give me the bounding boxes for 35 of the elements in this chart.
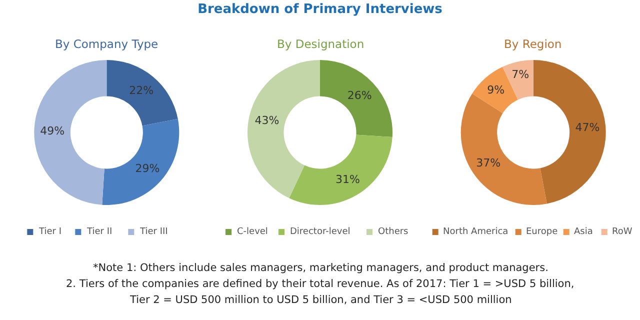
donut-slice [102,118,180,205]
legend-label: Tier I [38,227,62,237]
donut-slice [106,60,178,126]
data-label: 9% [487,83,505,96]
data-label: 37% [476,156,501,170]
data-label: 26% [347,88,372,102]
chart-title: By Designation [277,37,364,51]
donut-slice [533,60,606,204]
donut-slice [502,60,534,100]
donut-slice [289,134,392,205]
legend-label: RoW [612,227,632,237]
data-label: 7% [512,68,530,81]
chart-title: By Region [504,37,562,51]
donut-slice [320,60,392,138]
data-label: 47% [575,120,600,134]
data-label: 43% [254,114,280,128]
legend-label: Tier III [139,227,168,237]
text: *Note 1: Others include sales managers, marketing managers, and product managers. [93,262,548,274]
legend-label: Director-level [290,227,350,237]
legend-label: C-level [237,227,268,237]
chart-title: By Company Type [55,37,158,51]
data-label: 49% [40,124,65,138]
text: 2. Tiers of the companies are defined by their total revenue. As of 2017: Tier 1 = >USD 5 billion, Tier 2 = USD 500 million to USD 5 billion, and Tier 3 = <USD 500 million [66,278,574,306]
data-label: 22% [129,84,154,98]
data-label: 29% [135,162,160,175]
legend-label: North America [443,227,508,237]
legend-label: Europe [526,227,558,237]
legend-label: Asia [574,227,593,237]
donut-slice [460,94,547,205]
donut-slice [34,60,107,205]
data-label: 31% [335,172,360,186]
donut-slice [248,60,320,198]
legend-label: Others [378,227,409,237]
legend-label: Tier II [86,227,112,237]
text: Breakdown of Primary Interviews [198,2,443,18]
